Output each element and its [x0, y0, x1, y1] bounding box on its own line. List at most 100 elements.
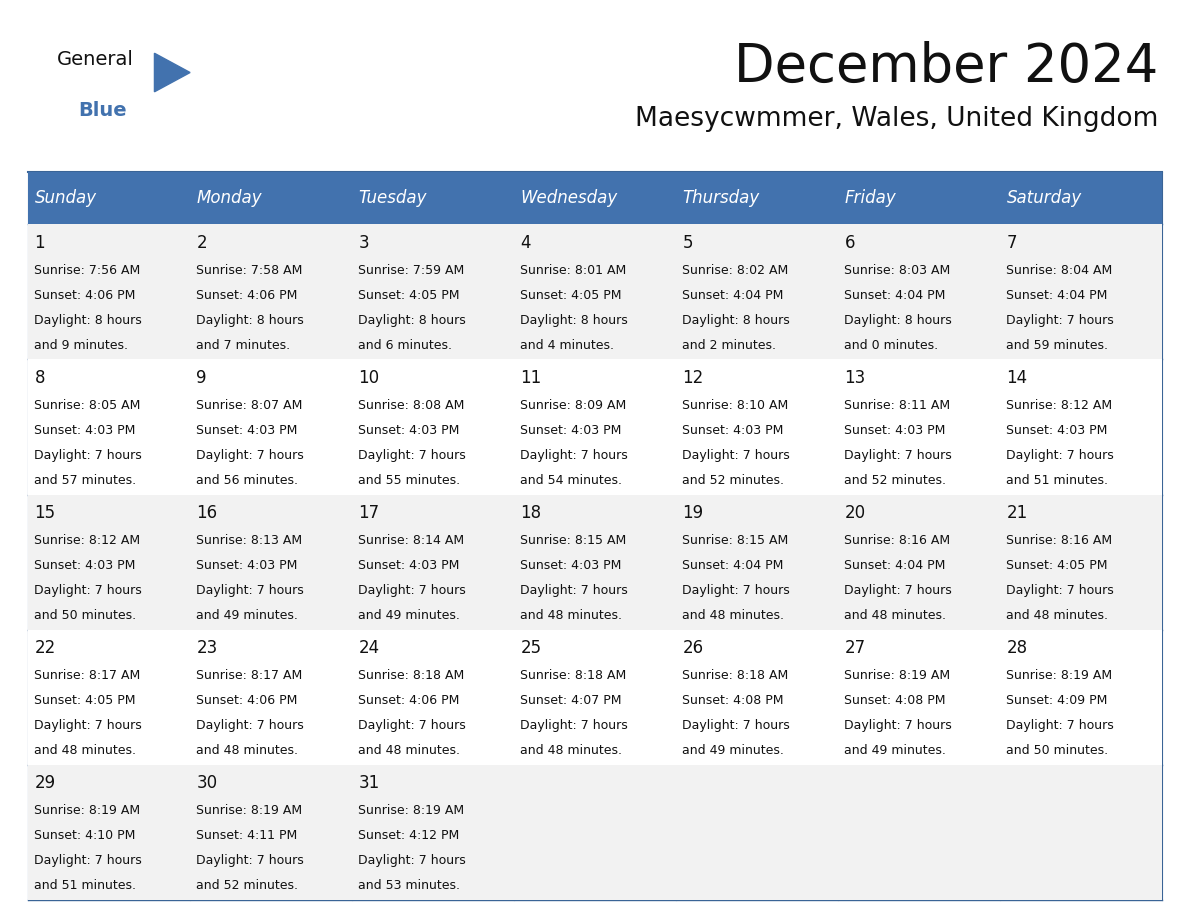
Text: Sunrise: 8:15 AM: Sunrise: 8:15 AM: [520, 533, 627, 547]
Text: Daylight: 7 hours: Daylight: 7 hours: [34, 449, 143, 462]
Text: Sunrise: 8:16 AM: Sunrise: 8:16 AM: [1006, 533, 1113, 547]
Text: Saturday: Saturday: [1006, 189, 1082, 207]
Text: 7: 7: [1006, 234, 1017, 252]
Text: Daylight: 7 hours: Daylight: 7 hours: [845, 719, 953, 732]
Text: Sunset: 4:05 PM: Sunset: 4:05 PM: [520, 288, 623, 301]
Text: 11: 11: [520, 369, 542, 386]
Text: and 59 minutes.: and 59 minutes.: [1006, 339, 1108, 352]
Text: 15: 15: [34, 504, 56, 522]
Text: General: General: [57, 50, 134, 70]
Text: Daylight: 7 hours: Daylight: 7 hours: [34, 719, 143, 732]
Text: Daylight: 7 hours: Daylight: 7 hours: [1006, 584, 1114, 597]
Text: Daylight: 7 hours: Daylight: 7 hours: [520, 719, 628, 732]
Text: Daylight: 7 hours: Daylight: 7 hours: [359, 854, 466, 868]
Text: Sunrise: 8:08 AM: Sunrise: 8:08 AM: [359, 398, 465, 411]
Text: 25: 25: [520, 639, 542, 657]
Text: Daylight: 7 hours: Daylight: 7 hours: [196, 719, 304, 732]
Text: Daylight: 7 hours: Daylight: 7 hours: [34, 854, 143, 868]
Text: 16: 16: [196, 504, 217, 522]
Text: Sunrise: 8:19 AM: Sunrise: 8:19 AM: [1006, 669, 1113, 682]
Text: and 48 minutes.: and 48 minutes.: [34, 744, 137, 757]
Text: and 52 minutes.: and 52 minutes.: [682, 474, 784, 487]
Text: 22: 22: [34, 639, 56, 657]
Text: 2: 2: [196, 234, 207, 252]
Text: Sunrise: 8:19 AM: Sunrise: 8:19 AM: [845, 669, 950, 682]
Text: and 49 minutes.: and 49 minutes.: [359, 609, 461, 621]
Text: Sunrise: 8:18 AM: Sunrise: 8:18 AM: [520, 669, 627, 682]
Text: Sunset: 4:03 PM: Sunset: 4:03 PM: [196, 559, 298, 572]
Text: Daylight: 8 hours: Daylight: 8 hours: [520, 314, 628, 327]
Text: Sunset: 4:08 PM: Sunset: 4:08 PM: [845, 694, 946, 707]
Text: 31: 31: [359, 774, 380, 792]
Text: Daylight: 8 hours: Daylight: 8 hours: [196, 314, 304, 327]
Text: and 51 minutes.: and 51 minutes.: [1006, 474, 1108, 487]
Text: Sunrise: 8:19 AM: Sunrise: 8:19 AM: [196, 804, 303, 817]
Text: Sunrise: 8:12 AM: Sunrise: 8:12 AM: [34, 533, 140, 547]
Text: 3: 3: [359, 234, 369, 252]
Text: Sunset: 4:03 PM: Sunset: 4:03 PM: [359, 423, 460, 437]
Text: and 49 minutes.: and 49 minutes.: [845, 744, 947, 757]
Text: Sunrise: 8:04 AM: Sunrise: 8:04 AM: [1006, 263, 1113, 276]
Text: Sunset: 4:03 PM: Sunset: 4:03 PM: [196, 423, 298, 437]
Text: 12: 12: [682, 369, 703, 386]
Text: Sunset: 4:07 PM: Sunset: 4:07 PM: [520, 694, 623, 707]
Text: Daylight: 8 hours: Daylight: 8 hours: [682, 314, 790, 327]
Text: 13: 13: [845, 369, 866, 386]
Text: Daylight: 7 hours: Daylight: 7 hours: [196, 584, 304, 597]
Text: and 48 minutes.: and 48 minutes.: [520, 744, 623, 757]
Text: Daylight: 8 hours: Daylight: 8 hours: [845, 314, 953, 327]
Text: Sunrise: 7:56 AM: Sunrise: 7:56 AM: [34, 263, 140, 276]
Text: Daylight: 7 hours: Daylight: 7 hours: [1006, 314, 1114, 327]
Text: Daylight: 7 hours: Daylight: 7 hours: [682, 584, 790, 597]
Text: Daylight: 7 hours: Daylight: 7 hours: [682, 449, 790, 462]
Text: Sunrise: 7:58 AM: Sunrise: 7:58 AM: [196, 263, 303, 276]
Text: Sunrise: 8:19 AM: Sunrise: 8:19 AM: [34, 804, 140, 817]
Text: Sunrise: 8:17 AM: Sunrise: 8:17 AM: [196, 669, 303, 682]
Text: 17: 17: [359, 504, 380, 522]
Text: 21: 21: [1006, 504, 1028, 522]
Text: and 49 minutes.: and 49 minutes.: [682, 744, 784, 757]
Text: Sunset: 4:04 PM: Sunset: 4:04 PM: [682, 288, 784, 301]
Text: and 56 minutes.: and 56 minutes.: [196, 474, 298, 487]
Text: 10: 10: [359, 369, 380, 386]
Text: Sunset: 4:05 PM: Sunset: 4:05 PM: [359, 288, 460, 301]
Text: Sunrise: 8:14 AM: Sunrise: 8:14 AM: [359, 533, 465, 547]
Text: Wednesday: Wednesday: [520, 189, 618, 207]
Text: Sunrise: 8:12 AM: Sunrise: 8:12 AM: [1006, 398, 1113, 411]
Text: Daylight: 7 hours: Daylight: 7 hours: [359, 449, 466, 462]
Text: and 51 minutes.: and 51 minutes.: [34, 879, 137, 892]
Text: and 57 minutes.: and 57 minutes.: [34, 474, 137, 487]
Text: Sunset: 4:05 PM: Sunset: 4:05 PM: [1006, 559, 1108, 572]
Text: Sunday: Sunday: [34, 189, 96, 207]
Text: Sunset: 4:03 PM: Sunset: 4:03 PM: [359, 559, 460, 572]
Text: Daylight: 7 hours: Daylight: 7 hours: [196, 449, 304, 462]
Text: 14: 14: [1006, 369, 1028, 386]
Text: 28: 28: [1006, 639, 1028, 657]
Text: Sunrise: 8:15 AM: Sunrise: 8:15 AM: [682, 533, 789, 547]
Text: 19: 19: [682, 504, 703, 522]
Text: Sunrise: 8:16 AM: Sunrise: 8:16 AM: [845, 533, 950, 547]
Text: and 49 minutes.: and 49 minutes.: [196, 609, 298, 621]
Text: Sunset: 4:10 PM: Sunset: 4:10 PM: [34, 829, 135, 842]
Text: and 48 minutes.: and 48 minutes.: [520, 609, 623, 621]
Text: 9: 9: [196, 369, 207, 386]
Text: Sunrise: 8:05 AM: Sunrise: 8:05 AM: [34, 398, 141, 411]
Text: Sunset: 4:06 PM: Sunset: 4:06 PM: [196, 288, 298, 301]
Text: and 55 minutes.: and 55 minutes.: [359, 474, 461, 487]
Text: and 54 minutes.: and 54 minutes.: [520, 474, 623, 487]
Text: and 52 minutes.: and 52 minutes.: [196, 879, 298, 892]
Text: Daylight: 7 hours: Daylight: 7 hours: [359, 719, 466, 732]
Text: and 9 minutes.: and 9 minutes.: [34, 339, 128, 352]
Text: Sunrise: 7:59 AM: Sunrise: 7:59 AM: [359, 263, 465, 276]
Text: Daylight: 7 hours: Daylight: 7 hours: [359, 584, 466, 597]
Text: Sunrise: 8:18 AM: Sunrise: 8:18 AM: [359, 669, 465, 682]
Text: December 2024: December 2024: [734, 41, 1158, 94]
Text: and 50 minutes.: and 50 minutes.: [34, 609, 137, 621]
Text: Tuesday: Tuesday: [359, 189, 426, 207]
Text: Sunrise: 8:18 AM: Sunrise: 8:18 AM: [682, 669, 789, 682]
Text: Sunset: 4:06 PM: Sunset: 4:06 PM: [34, 288, 135, 301]
Text: 20: 20: [845, 504, 866, 522]
Text: 29: 29: [34, 774, 56, 792]
Text: Sunrise: 8:19 AM: Sunrise: 8:19 AM: [359, 804, 465, 817]
Text: 4: 4: [520, 234, 531, 252]
